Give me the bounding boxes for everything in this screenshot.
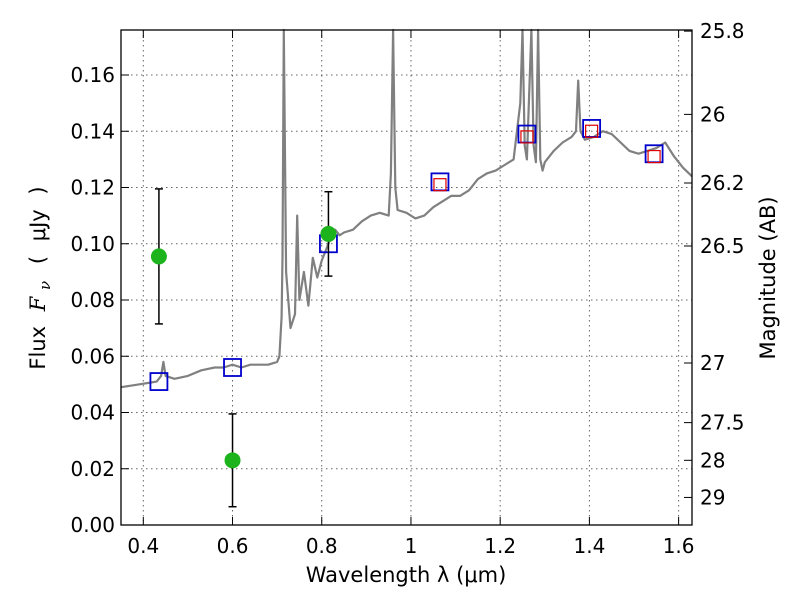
x-tick-label: 0.4	[127, 534, 159, 558]
y-tick-label: 0.14	[70, 119, 115, 143]
model-point-red	[647, 149, 661, 164]
y-axis-title-close: )	[26, 186, 50, 194]
y2-tick-label: 26	[700, 102, 725, 126]
x-tick-label: 1.2	[484, 534, 516, 558]
y-axis-title-unit: μJy	[26, 209, 50, 241]
spectrum-line	[120, 28, 693, 389]
x-tick-label: 0.6	[217, 534, 249, 558]
observed-point	[224, 452, 241, 469]
y2-tick-label: 27	[700, 351, 725, 375]
y-axis-title-symbol: F	[26, 295, 50, 312]
y-tick-label: 0.10	[70, 232, 115, 256]
grid	[121, 30, 692, 526]
y-axis-title-flux: Flux	[26, 326, 50, 370]
y-axis-title-open: (	[26, 256, 50, 264]
x-tick-label: 0.8	[306, 534, 338, 558]
spectrum-series	[120, 28, 693, 389]
y2-tick-label: 26.2	[700, 171, 745, 195]
x-axis-title: Wavelength λ (μm)	[306, 563, 507, 587]
y2-tick-label: 26.5	[700, 234, 745, 258]
model-point-blue	[223, 358, 242, 377]
y-axis-title: Flux F ν ( μJy )	[26, 186, 55, 369]
y-tick-label: 0.06	[70, 344, 115, 368]
model-point-red	[585, 124, 599, 138]
y-tick-label: 0.12	[70, 176, 115, 200]
y-tick-label: 0.02	[70, 457, 115, 481]
y2-tick-label: 25.8	[700, 19, 745, 43]
x-tick-label: 1.4	[573, 534, 605, 558]
model-point-red	[520, 130, 534, 144]
y2-tick-label: 28	[700, 448, 725, 472]
x-tick-label: 1.6	[663, 534, 695, 558]
y-tick-label: 0.04	[70, 401, 115, 425]
y-tick-label: 0.08	[70, 288, 115, 312]
y2-axis-title: Magnitude (AB)	[756, 196, 780, 359]
model-point-red	[433, 178, 447, 192]
y-tick-label: 0.16	[70, 63, 115, 87]
y2-tick-label: 29	[700, 485, 725, 509]
photometry-markers	[149, 119, 664, 508]
y-axis-title-subscript: ν	[36, 281, 54, 290]
plot-frame	[120, 29, 693, 526]
x-tick-label: 1	[405, 534, 418, 558]
y2-tick-label: 27.5	[700, 411, 745, 435]
observed-point	[320, 225, 337, 242]
observed-point	[150, 248, 167, 265]
tick-labels: 0.4 0.6 0.8 1 1.2 1.4 1.6 0.00 0.02 0.04 0.06 0.08 0…	[70, 19, 744, 558]
model-point-blue	[149, 372, 169, 391]
ticks	[121, 30, 692, 526]
y-tick-label: 0.00	[70, 513, 115, 537]
